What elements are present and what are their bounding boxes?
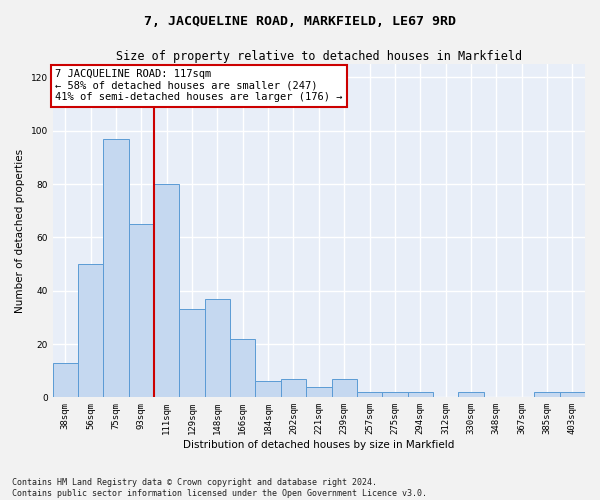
- Text: Contains HM Land Registry data © Crown copyright and database right 2024.
Contai: Contains HM Land Registry data © Crown c…: [12, 478, 427, 498]
- Bar: [103, 139, 129, 398]
- Bar: [256, 382, 281, 398]
- Title: Size of property relative to detached houses in Markfield: Size of property relative to detached ho…: [116, 50, 522, 63]
- Bar: [560, 392, 585, 398]
- Bar: [129, 224, 154, 398]
- Bar: [78, 264, 103, 398]
- Text: 7, JACQUELINE ROAD, MARKFIELD, LE67 9RD: 7, JACQUELINE ROAD, MARKFIELD, LE67 9RD: [144, 15, 456, 28]
- Bar: [382, 392, 407, 398]
- Text: 7 JACQUELINE ROAD: 117sqm
← 58% of detached houses are smaller (247)
41% of semi: 7 JACQUELINE ROAD: 117sqm ← 58% of detac…: [55, 69, 343, 102]
- Bar: [407, 392, 433, 398]
- Bar: [306, 386, 332, 398]
- Bar: [53, 362, 78, 398]
- Bar: [458, 392, 484, 398]
- Bar: [205, 298, 230, 398]
- Y-axis label: Number of detached properties: Number of detached properties: [15, 148, 25, 313]
- Bar: [535, 392, 560, 398]
- Bar: [332, 378, 357, 398]
- X-axis label: Distribution of detached houses by size in Markfield: Distribution of detached houses by size …: [183, 440, 455, 450]
- Bar: [230, 338, 256, 398]
- Bar: [179, 310, 205, 398]
- Bar: [154, 184, 179, 398]
- Bar: [357, 392, 382, 398]
- Bar: [281, 378, 306, 398]
